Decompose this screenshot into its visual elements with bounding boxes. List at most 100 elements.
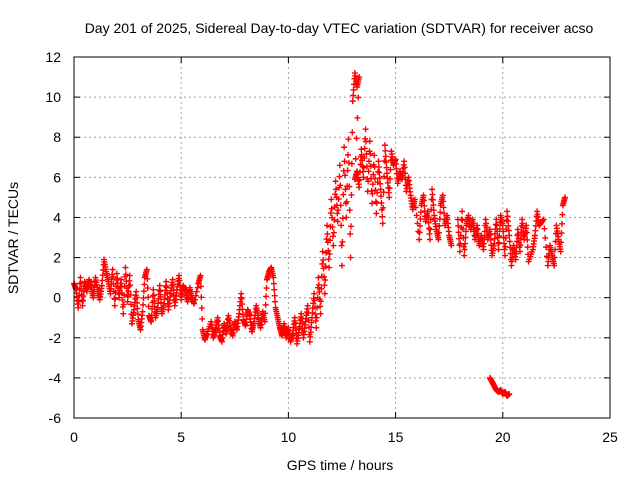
data-point — [321, 290, 328, 297]
data-point — [417, 216, 424, 223]
data-point — [370, 171, 377, 178]
data-point — [523, 229, 530, 236]
data-point — [350, 92, 357, 99]
data-point — [79, 297, 86, 304]
data-point — [524, 236, 531, 243]
data-point — [559, 211, 566, 218]
data-point — [367, 150, 374, 157]
data-point — [507, 244, 514, 251]
data-point — [502, 243, 509, 250]
data-point — [158, 299, 165, 306]
data-point — [386, 194, 393, 201]
data-point — [151, 297, 158, 304]
data-point — [420, 192, 427, 199]
data-point — [459, 217, 466, 224]
data-point — [377, 180, 384, 187]
data-point — [480, 246, 487, 253]
data-point — [324, 230, 331, 237]
data-point — [346, 207, 353, 214]
data-point — [323, 236, 330, 243]
data-point — [270, 274, 277, 281]
data-point — [75, 298, 82, 305]
data-point — [375, 163, 382, 170]
data-point — [322, 277, 329, 284]
data-point — [75, 304, 82, 311]
data-point — [140, 295, 147, 302]
grid-lines — [74, 57, 610, 418]
data-point — [360, 168, 367, 175]
data-point — [558, 230, 565, 237]
data-point — [125, 283, 132, 290]
data-point — [369, 190, 376, 197]
data-point — [440, 198, 447, 205]
data-point — [517, 235, 524, 242]
data-point — [271, 292, 278, 299]
data-point — [377, 186, 384, 193]
data-point — [125, 288, 132, 295]
data-point — [440, 204, 447, 211]
data-point — [382, 147, 389, 154]
data-point — [325, 247, 332, 254]
data-point — [133, 294, 140, 301]
data-point — [501, 240, 508, 247]
data-point — [366, 158, 373, 165]
data-point — [320, 256, 327, 263]
data-point — [133, 288, 140, 295]
data-point — [487, 236, 494, 243]
data-point — [311, 290, 318, 297]
data-point — [271, 286, 278, 293]
data-point — [513, 250, 520, 257]
data-markers — [71, 70, 568, 399]
data-point — [316, 289, 323, 296]
data-point — [356, 74, 363, 81]
x-tick-label: 0 — [70, 429, 78, 445]
data-point — [98, 282, 105, 289]
data-point — [501, 246, 508, 253]
data-point — [462, 240, 469, 247]
data-point — [381, 142, 388, 149]
data-point — [387, 175, 394, 182]
data-point — [448, 242, 455, 249]
data-point — [506, 232, 513, 239]
data-point — [365, 168, 372, 175]
data-point — [330, 242, 337, 249]
data-point — [375, 168, 382, 175]
data-point — [539, 217, 546, 224]
data-point — [551, 254, 558, 261]
data-point — [321, 282, 328, 289]
data-point — [456, 235, 463, 242]
data-point — [312, 317, 319, 324]
data-point — [461, 252, 468, 259]
data-point — [238, 295, 245, 302]
data-point — [345, 151, 352, 158]
data-point — [437, 209, 444, 216]
data-point — [487, 231, 494, 238]
data-point — [141, 281, 148, 288]
data-point — [150, 286, 157, 293]
data-point — [109, 266, 116, 273]
data-point — [500, 228, 507, 235]
data-point — [542, 234, 549, 241]
data-point — [197, 272, 204, 279]
data-point — [459, 208, 466, 215]
data-point — [239, 306, 246, 313]
data-point — [169, 276, 176, 283]
data-point — [371, 152, 378, 159]
data-point — [493, 222, 500, 229]
data-point — [373, 210, 380, 217]
data-point — [332, 178, 339, 185]
data-point — [455, 229, 462, 236]
data-point — [523, 222, 530, 229]
x-tick-label: 5 — [177, 429, 185, 445]
data-point — [462, 234, 469, 241]
data-point — [361, 145, 368, 152]
data-point — [386, 185, 393, 192]
y-tick-label: 12 — [45, 49, 61, 65]
data-point — [496, 226, 503, 233]
data-point — [339, 215, 346, 222]
data-point — [429, 191, 436, 198]
data-point — [111, 295, 118, 302]
data-point — [413, 212, 420, 219]
data-point — [322, 263, 329, 270]
